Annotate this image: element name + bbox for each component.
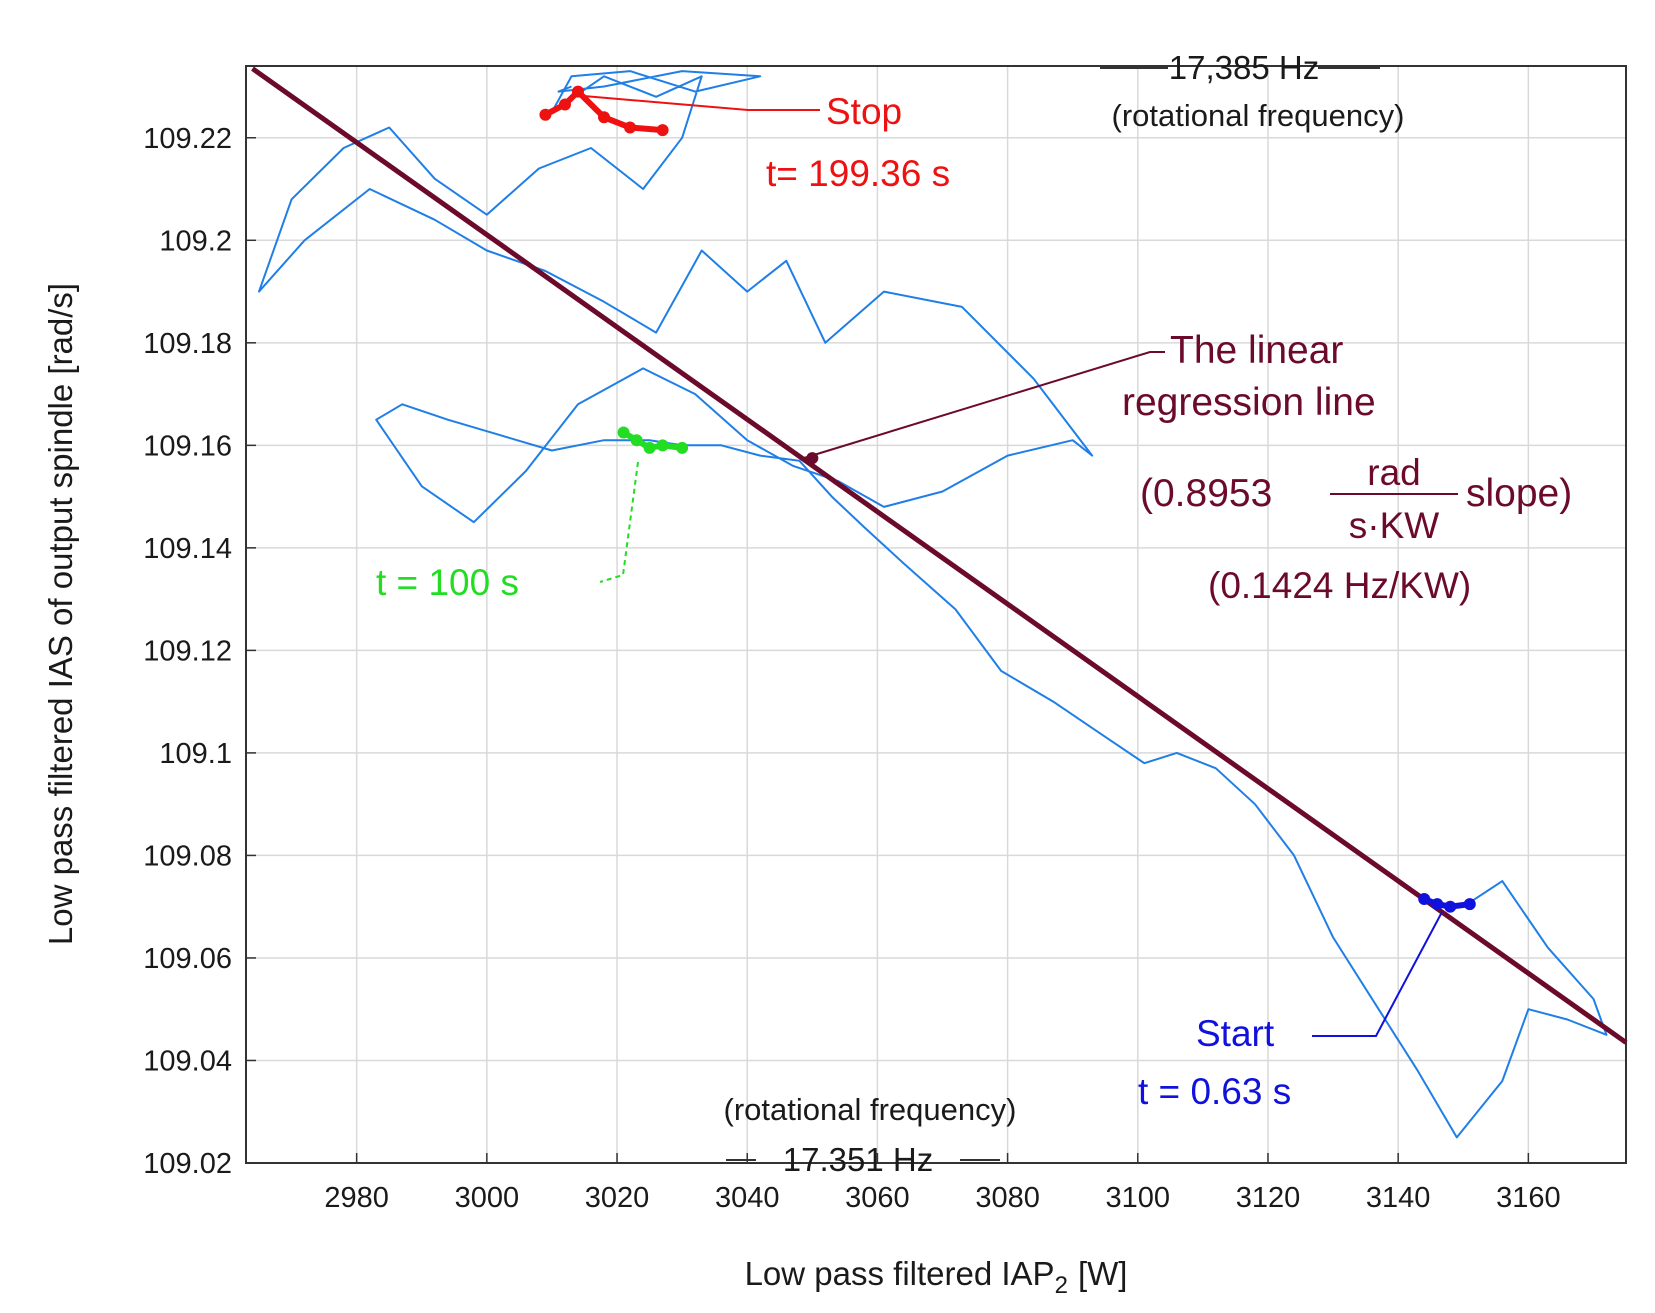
slope-suffix: slope): [1466, 472, 1572, 515]
t100-marker-point: [676, 441, 689, 454]
slope-prefix: (0.8953: [1140, 472, 1272, 515]
y-tick-label: 109.04: [143, 1045, 232, 1077]
t100-connector: [599, 461, 639, 583]
y-tick-label: 109.1: [159, 738, 232, 770]
y-tick-label: 109.18: [143, 328, 232, 360]
x-tick-label: 3120: [1236, 1182, 1301, 1214]
top-freq-note: (rotational frequency): [1112, 98, 1405, 133]
start-marker-point: [1418, 893, 1431, 906]
x-tick-label: 3160: [1496, 1182, 1561, 1214]
stop-label: Stop: [826, 91, 902, 132]
start-marker-point: [1431, 898, 1444, 911]
y-tick-label: 109.08: [143, 840, 232, 872]
y-tick-label: 109.14: [143, 533, 232, 565]
regression-label-line1: The linear: [1170, 329, 1343, 372]
start-marker-path: [1421, 896, 1473, 910]
x-tick-label: 3080: [975, 1182, 1040, 1214]
y-tick-label: 109.22: [143, 123, 232, 155]
t100-marker-point: [617, 426, 630, 439]
start-connector: [1312, 911, 1443, 1037]
y-tick-label: 109.02: [143, 1148, 232, 1180]
trajectory-series-line: [258, 70, 1608, 1139]
series-layer: [251, 66, 1628, 1139]
stop-marker-point: [624, 121, 637, 134]
t100-marker-point: [656, 439, 669, 452]
bottom-freq-note: (rotational frequency): [724, 1092, 1017, 1127]
y-tick-label: 109.16: [143, 430, 232, 462]
start-marker-point: [1463, 898, 1476, 911]
start-marker-point: [1444, 900, 1457, 913]
x-tick-label: 3140: [1366, 1182, 1431, 1214]
x-tick-label: 3000: [455, 1182, 520, 1214]
x-axis-label: Low pass filtered IAP2 [W]: [745, 1255, 1128, 1299]
t100-label: t = 100 s: [376, 562, 519, 603]
y-tick-label: 109.12: [143, 635, 232, 667]
t100-marker-point: [643, 441, 656, 454]
x-tick-label: 3040: [715, 1182, 780, 1214]
bottom-freq-label: 17.351 Hz: [783, 1141, 933, 1178]
start-time: t = 0.63 s: [1138, 1071, 1291, 1112]
regression-label-line2: regression line: [1122, 381, 1376, 424]
slope-denominator: s·KW: [1349, 505, 1440, 546]
y-axis-label: Low pass filtered IAS of output spindle …: [42, 283, 79, 945]
y-tick-label: 109.2: [159, 225, 232, 257]
stop-time: t= 199.36 s: [766, 153, 950, 194]
stop-connector: [571, 94, 820, 111]
y-tick-label: 109.06: [143, 943, 232, 975]
regression-connector: [803, 351, 1165, 459]
stop-marker-point: [598, 111, 611, 124]
plot-frame: [245, 65, 1627, 1164]
tick-labels: 2980 3000 3020 3040 3060 3080 3100 3120 3140 3160…: [143, 123, 1560, 1214]
x-tick-label: 3020: [585, 1182, 650, 1214]
x-tick-label: 2980: [324, 1182, 389, 1214]
start-label: Start: [1196, 1013, 1275, 1054]
slope-hz: (0.1424 Hz/KW): [1208, 565, 1471, 606]
stop-marker-point: [558, 98, 571, 111]
stop-marker-point: [656, 124, 669, 137]
stop-marker-point: [539, 108, 552, 121]
regression-series-line: [251, 66, 1628, 1045]
x-tick-label: 3100: [1106, 1182, 1171, 1214]
slope-numerator: rad: [1367, 452, 1420, 493]
t100-marker-point: [630, 434, 643, 447]
x-tick-label: 3060: [845, 1182, 910, 1214]
top-freq-label: 17,385 Hz: [1169, 49, 1319, 86]
